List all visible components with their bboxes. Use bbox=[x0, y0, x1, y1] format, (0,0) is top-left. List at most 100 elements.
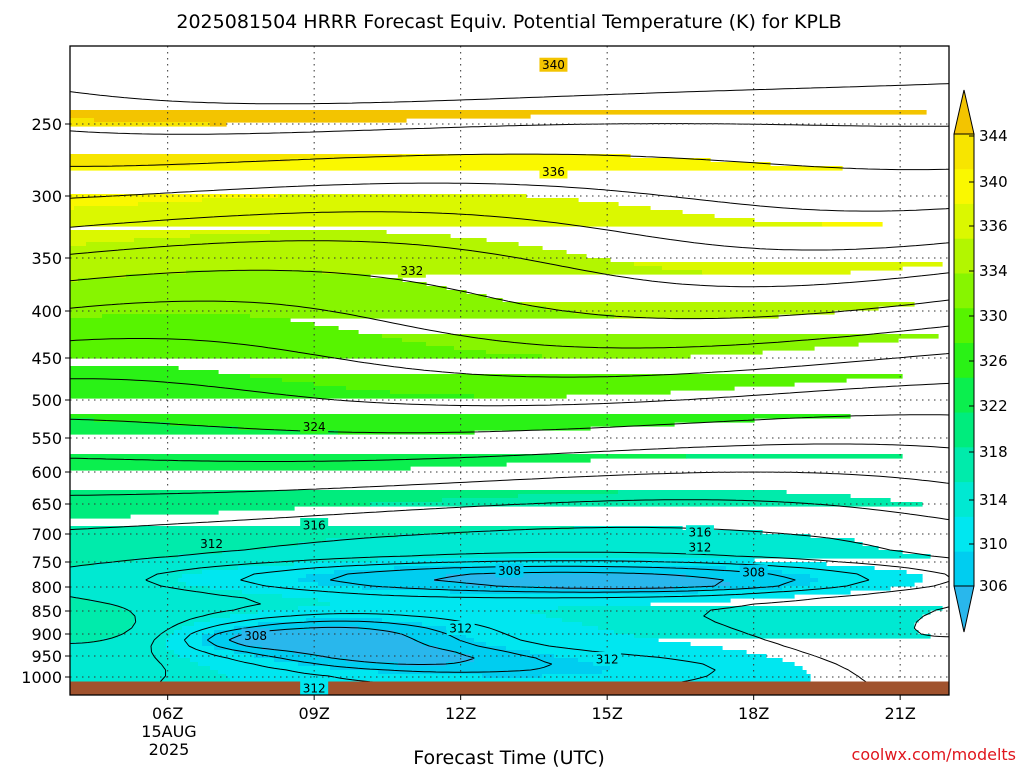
y-tick-850: 850 bbox=[31, 602, 62, 621]
field-cell bbox=[306, 574, 447, 579]
field-cell bbox=[70, 390, 391, 395]
field-cell bbox=[70, 310, 575, 315]
field-cell bbox=[70, 614, 135, 619]
field-cell bbox=[70, 326, 339, 331]
contour-label-bg bbox=[739, 565, 768, 579]
colorbar-segment bbox=[954, 134, 974, 170]
field-cell bbox=[70, 318, 291, 323]
field-cell bbox=[70, 334, 383, 339]
contour-label-8: 308 bbox=[498, 564, 521, 578]
field-cell bbox=[70, 386, 347, 391]
field-cell bbox=[70, 630, 127, 635]
field-cell bbox=[730, 582, 811, 587]
field-cell bbox=[598, 662, 795, 667]
x-date-label-year: 2025 bbox=[149, 740, 190, 759]
field-cell bbox=[70, 590, 243, 595]
field-cell bbox=[314, 382, 795, 387]
field-cell bbox=[70, 246, 543, 251]
colorbar-tick-326: 326 bbox=[979, 352, 1008, 370]
field-cell bbox=[518, 494, 851, 499]
colorbar: 306 310 314 318 322 326 330 334 336 340 344 bbox=[953, 89, 1008, 633]
field-cell bbox=[290, 158, 711, 163]
contour-312 bbox=[138, 551, 949, 695]
field-cell bbox=[70, 626, 131, 631]
field-cell bbox=[70, 622, 135, 627]
field-cell bbox=[394, 566, 727, 571]
field-cell bbox=[330, 602, 651, 607]
field-cell bbox=[134, 618, 211, 623]
field-cell bbox=[70, 542, 299, 547]
field-cell bbox=[614, 630, 919, 635]
field-cell bbox=[294, 562, 827, 567]
credit-link[interactable]: coolwx.com/modelts bbox=[852, 745, 1016, 764]
field-cell bbox=[618, 490, 787, 495]
field-cell bbox=[70, 534, 399, 539]
field-cell bbox=[70, 510, 219, 515]
field-cell bbox=[258, 622, 423, 627]
colorbar-tick-310: 310 bbox=[979, 535, 1008, 553]
field-cell bbox=[234, 626, 311, 631]
time-axis: 06Z 09Z 12Z 15Z 18Z 21Z bbox=[152, 695, 916, 723]
field-cell bbox=[70, 466, 411, 471]
field-cell bbox=[546, 614, 923, 619]
field-cell bbox=[70, 610, 131, 615]
colorbar-tick-344: 344 bbox=[979, 127, 1008, 145]
field-cell bbox=[70, 158, 291, 163]
colorbar-segment bbox=[954, 412, 974, 448]
field-cell bbox=[70, 562, 95, 567]
field-cell bbox=[70, 606, 123, 611]
field-cell bbox=[134, 614, 231, 619]
field-cell bbox=[214, 646, 263, 651]
field-cell bbox=[294, 650, 455, 655]
field-cell bbox=[470, 530, 763, 535]
field-cell bbox=[542, 674, 811, 679]
field-cell bbox=[178, 578, 299, 583]
y-tick-550: 550 bbox=[31, 429, 62, 448]
field-cell bbox=[94, 418, 755, 423]
contour-308 bbox=[207, 565, 796, 673]
field-cell bbox=[70, 658, 191, 663]
field-cell bbox=[542, 354, 691, 359]
field-cell bbox=[70, 394, 475, 399]
field-cell bbox=[382, 334, 939, 339]
colorbar-segment bbox=[954, 516, 974, 552]
field-cell bbox=[178, 554, 931, 559]
field-cell bbox=[102, 314, 251, 319]
field-cell bbox=[70, 426, 239, 431]
field-cell bbox=[70, 638, 103, 643]
field-cell bbox=[438, 646, 507, 651]
field-cell bbox=[210, 122, 227, 127]
field-cell bbox=[234, 650, 295, 655]
field-cell bbox=[190, 234, 451, 239]
field-cell bbox=[70, 202, 139, 207]
field-cell bbox=[406, 634, 467, 639]
contour-340 bbox=[70, 123, 949, 135]
contour-322 bbox=[70, 414, 949, 434]
field-cell bbox=[70, 306, 547, 311]
field-cell bbox=[70, 574, 183, 579]
field-cell bbox=[190, 658, 275, 663]
field-cell bbox=[70, 154, 403, 159]
contour-label-bg bbox=[241, 628, 270, 643]
field-cell bbox=[70, 374, 251, 379]
contour-label-6: 312 bbox=[200, 537, 223, 551]
field-cell bbox=[810, 574, 923, 579]
field-cell bbox=[554, 654, 767, 659]
field-cell bbox=[434, 578, 723, 583]
field-cell bbox=[70, 222, 823, 227]
contour-label-bg bbox=[446, 621, 475, 636]
field-cell bbox=[70, 370, 219, 375]
field-cell bbox=[466, 634, 635, 639]
dotted-gridlines bbox=[70, 46, 949, 695]
field-cell bbox=[234, 634, 407, 639]
contour-label-bg bbox=[197, 536, 226, 551]
colorbar-segment bbox=[954, 238, 974, 274]
contour-label-13: 312 bbox=[303, 681, 326, 695]
field-cell bbox=[346, 658, 475, 663]
field-cell bbox=[70, 490, 619, 495]
field-cell bbox=[70, 330, 359, 335]
field-cell bbox=[230, 614, 547, 619]
contour-334 bbox=[70, 211, 949, 251]
field-cell bbox=[330, 666, 611, 671]
field-cell bbox=[70, 498, 443, 503]
